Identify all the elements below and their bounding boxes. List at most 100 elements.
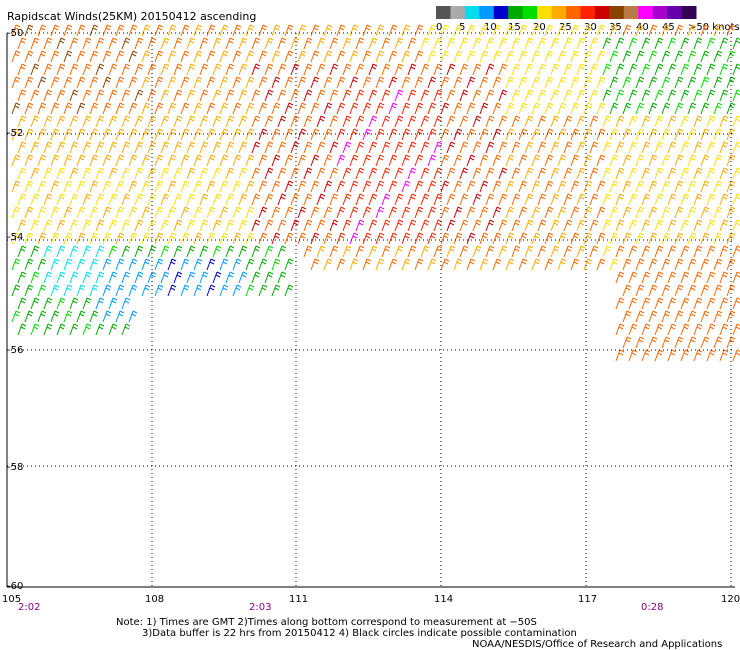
wind-barb (212, 63, 222, 76)
wind-barb (414, 50, 424, 63)
wind-barb (466, 128, 476, 141)
wind-barb (641, 63, 651, 76)
wind-barb (290, 89, 300, 102)
wind-barb (706, 63, 716, 76)
wind-barb (43, 89, 53, 102)
wind-barb (251, 245, 261, 258)
legend-swatch (551, 6, 567, 19)
wind-barb (115, 50, 125, 63)
wind-barb (303, 167, 313, 180)
wind-barb (271, 102, 281, 115)
wind-barb (732, 349, 740, 362)
wind-barb (485, 37, 495, 50)
wind-barb (284, 76, 294, 89)
wind-barb (186, 193, 196, 206)
wind-barb (115, 310, 125, 323)
wind-barb (544, 50, 554, 63)
wind-barb (693, 297, 703, 310)
wind-barb (726, 154, 736, 167)
wind-barb (342, 219, 352, 232)
wind-barb (700, 310, 710, 323)
wind-barb (563, 115, 573, 128)
wind-barb (225, 115, 235, 128)
wind-barb (167, 76, 177, 89)
wind-barb (251, 37, 261, 50)
wind-barb (719, 37, 729, 50)
wind-barb (459, 89, 469, 102)
wind-barb (687, 76, 697, 89)
wind-barb (147, 271, 157, 284)
wind-barb (531, 102, 541, 115)
wind-barb (264, 219, 274, 232)
wind-barb (713, 258, 723, 271)
wind-barb (388, 258, 398, 271)
wind-barb (160, 219, 170, 232)
wind-barb (290, 63, 300, 76)
wind-barb (43, 271, 53, 284)
wind-barb (108, 219, 118, 232)
wind-barb (602, 141, 612, 154)
wind-barb (693, 37, 703, 50)
wind-barb (661, 336, 671, 349)
wind-barb (674, 76, 684, 89)
wind-barb (180, 24, 190, 37)
legend-tick-label: 35 (609, 22, 622, 33)
wind-barb (219, 180, 229, 193)
wind-barb (622, 128, 632, 141)
wind-barb (440, 180, 450, 193)
wind-barb (329, 167, 339, 180)
wind-barb (193, 50, 203, 63)
wind-barb (427, 180, 437, 193)
wind-barb (557, 102, 567, 115)
wind-barb (329, 141, 339, 154)
wind-barb (407, 115, 417, 128)
wind-barb (479, 206, 489, 219)
wind-barb (466, 102, 476, 115)
wind-barb (537, 63, 547, 76)
wind-barb (557, 154, 567, 167)
wind-barb (609, 180, 619, 193)
wind-barb (277, 219, 287, 232)
wind-barb (323, 258, 333, 271)
wind-barb (342, 193, 352, 206)
wind-barb (602, 115, 612, 128)
wind-barb (76, 258, 86, 271)
wind-barb (687, 258, 697, 271)
wind-barb (544, 258, 554, 271)
wind-barb (674, 310, 684, 323)
wind-barb (258, 232, 268, 245)
wind-barb (141, 206, 151, 219)
wind-barb (492, 232, 502, 245)
wind-barb (693, 271, 703, 284)
wind-barb (687, 206, 697, 219)
wind-barb (238, 219, 248, 232)
wind-barb (492, 180, 502, 193)
wind-barb (238, 37, 248, 50)
wind-barb (141, 154, 151, 167)
wind-barb (121, 323, 131, 336)
wind-barb (17, 115, 27, 128)
wind-barb (654, 245, 664, 258)
wind-barb (680, 115, 690, 128)
wind-barb (654, 323, 664, 336)
wind-barb (667, 63, 677, 76)
wind-barb (544, 76, 554, 89)
wind-barb (368, 115, 378, 128)
wind-barb (622, 232, 632, 245)
wind-barb (212, 115, 222, 128)
wind-barb (654, 63, 664, 76)
wind-barb (719, 115, 729, 128)
wind-barb (349, 76, 359, 89)
wind-barb (550, 219, 560, 232)
wind-barb (635, 76, 645, 89)
wind-barb (732, 297, 740, 310)
wind-barb (180, 76, 190, 89)
wind-barb (550, 63, 560, 76)
wind-barb (89, 258, 99, 271)
wind-barb (680, 63, 690, 76)
wind-barb (654, 271, 664, 284)
wind-barb (687, 50, 697, 63)
wind-barb (661, 206, 671, 219)
wind-barb (427, 154, 437, 167)
wind-barb (238, 245, 248, 258)
